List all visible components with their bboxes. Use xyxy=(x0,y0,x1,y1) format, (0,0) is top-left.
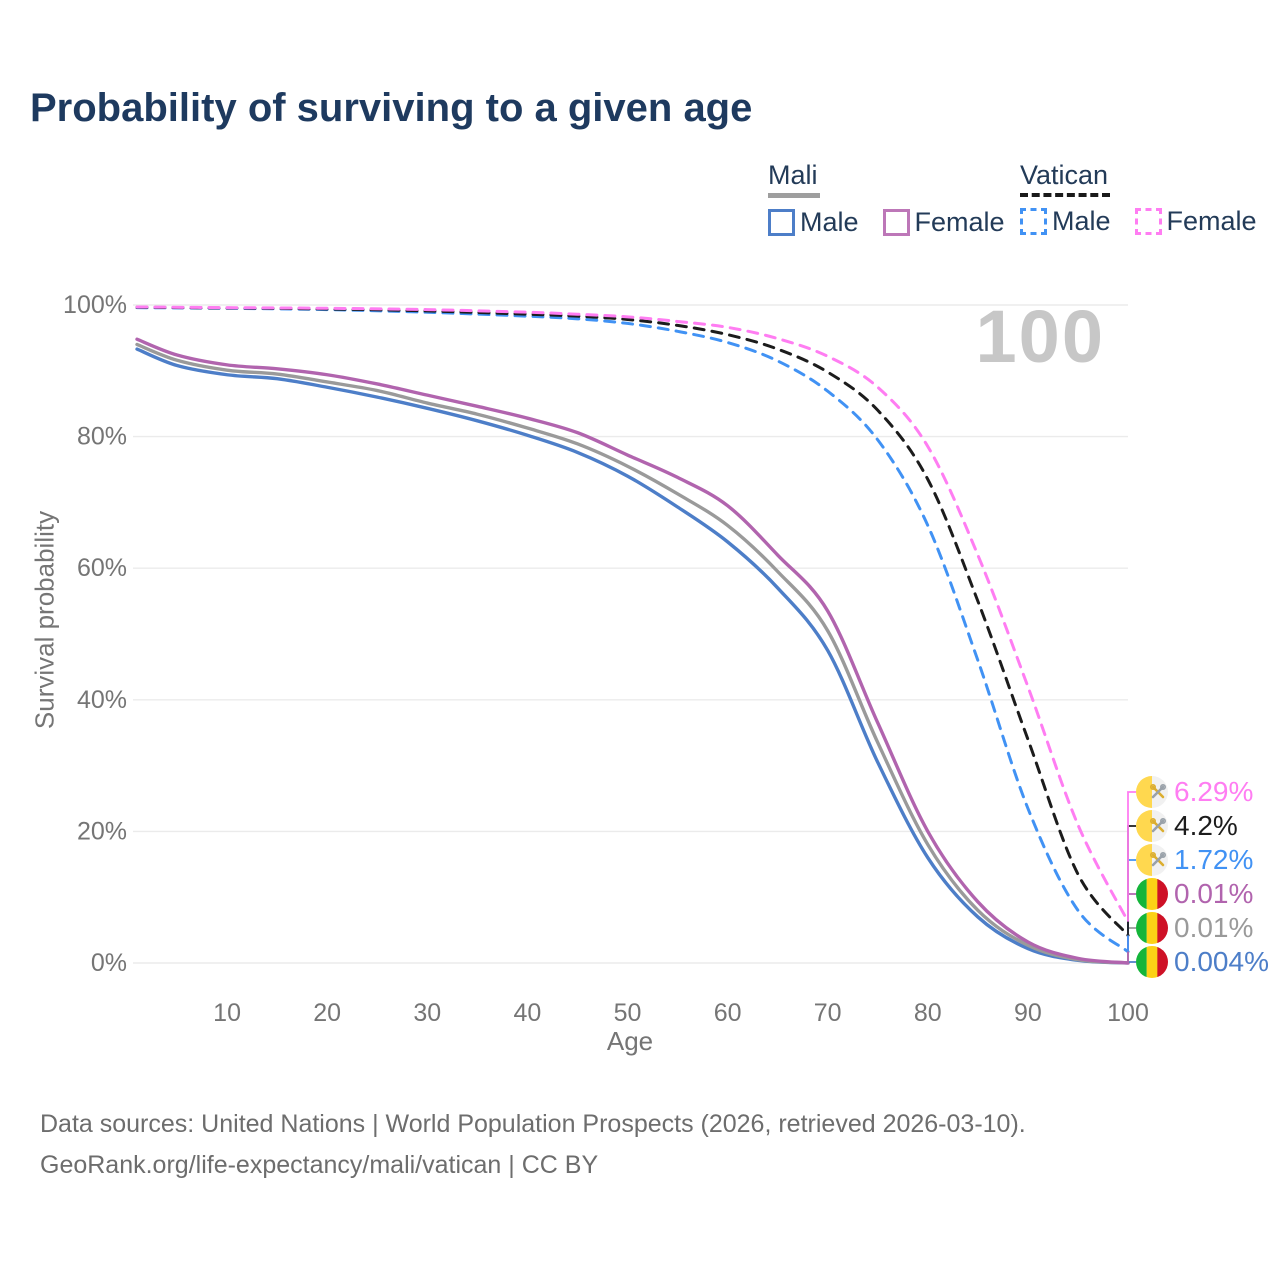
y-tick-label: 0% xyxy=(91,949,127,977)
x-tick-label: 40 xyxy=(513,999,541,1027)
curve-mali-all xyxy=(135,342,1130,965)
end-label-connector-vatican-female xyxy=(1127,791,1136,922)
legend-item-mali-female[interactable]: Female xyxy=(882,207,1005,238)
legend-swatch-mali-male-icon[interactable] xyxy=(768,209,795,236)
flag-icon-vatican xyxy=(1136,776,1168,808)
legend-title-vatican: Vatican xyxy=(1020,160,1111,197)
flag-icon-vatican xyxy=(1136,844,1168,876)
legend-item-mali-male[interactable]: Male xyxy=(768,207,859,238)
y-axis-title: Survival probability xyxy=(29,510,60,730)
x-axis-title: Age xyxy=(606,1026,654,1056)
end-label-value-mali-female: 0.01% xyxy=(1174,878,1253,909)
legend-swatch-vatican-female-icon[interactable] xyxy=(1134,208,1162,235)
legend-item-vatican-male[interactable]: Male xyxy=(1020,206,1111,237)
y-tick-label: 80% xyxy=(77,423,127,451)
legend-label-vatican-female: Female xyxy=(1166,206,1257,236)
data-sources-line: Data sources: United Nations | World Pop… xyxy=(40,1110,1026,1138)
curve-vatican-all xyxy=(135,305,1130,937)
y-tick-label: 40% xyxy=(77,686,127,714)
legend-label-vatican-male: Male xyxy=(1052,206,1111,236)
legend-group-mali: Mali Male Female xyxy=(768,160,1005,238)
y-tick-label: 20% xyxy=(77,817,127,845)
end-label-value-vatican-female: 6.29% xyxy=(1174,776,1253,807)
age-watermark: 100 xyxy=(975,295,1105,378)
end-label-connector-vatican-male xyxy=(1127,859,1136,952)
x-tick-label: 50 xyxy=(614,999,642,1027)
end-label-value-mali-male: 0.004% xyxy=(1174,946,1269,977)
legend-swatch-vatican-male-icon[interactable] xyxy=(1020,208,1047,235)
y-tick-label: 100% xyxy=(63,291,127,319)
x-tick-label: 100 xyxy=(1107,999,1149,1027)
end-label-connector-vatican-all xyxy=(1127,825,1136,936)
y-tick-label: 60% xyxy=(77,554,127,582)
legend-label-mali-male: Male xyxy=(800,207,859,237)
x-tick-label: 80 xyxy=(914,999,942,1027)
end-label-value-mali-all: 0.01% xyxy=(1174,912,1253,943)
flag-icon-mali xyxy=(1136,946,1168,978)
x-tick-label: 20 xyxy=(313,999,341,1027)
x-tick-label: 30 xyxy=(413,999,441,1027)
end-label-connector-mali-male xyxy=(1127,961,1136,963)
legend-swatch-mali-female-icon[interactable] xyxy=(882,209,910,236)
curve-mali-male xyxy=(135,347,1130,965)
legend-title-mali: Mali xyxy=(768,160,820,198)
flag-icon-mali xyxy=(1136,878,1168,910)
flag-icon-mali xyxy=(1136,912,1168,944)
curve-vatican-female xyxy=(135,305,1130,924)
legend-item-vatican-female[interactable]: Female xyxy=(1134,206,1257,237)
x-tick-label: 90 xyxy=(1014,999,1042,1027)
page-title: Probability of surviving to a given age xyxy=(30,86,753,130)
curve-vatican-male xyxy=(135,306,1130,954)
end-label-connector-mali-all xyxy=(1127,927,1136,963)
x-tick-label: 10 xyxy=(213,999,241,1027)
footer: Data sources: United Nations | World Pop… xyxy=(40,1104,1026,1186)
flag-icon-vatican xyxy=(1136,810,1168,842)
attribution-line: GeoRank.org/life-expectancy/mali/vatican… xyxy=(40,1151,599,1179)
end-label-value-vatican-all: 4.2% xyxy=(1174,810,1238,841)
curve-mali-female xyxy=(135,337,1130,965)
x-tick-label: 60 xyxy=(714,999,742,1027)
x-tick-label: 70 xyxy=(814,999,842,1027)
legend-group-vatican: Vatican Male Female xyxy=(1020,160,1257,237)
end-label-value-vatican-male: 1.72% xyxy=(1174,844,1253,875)
legend-label-mali-female: Female xyxy=(914,207,1005,237)
